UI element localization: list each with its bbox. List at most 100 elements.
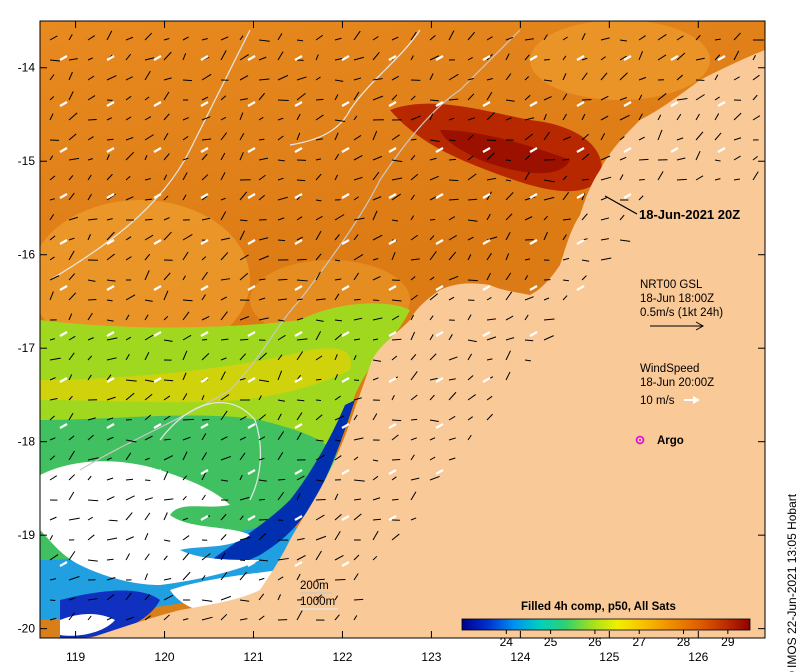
current-arrow [68,133,77,141]
current-arrow [619,214,625,221]
current-arrow [296,179,306,182]
current-arrow [182,372,187,381]
wind-arrow [59,193,68,199]
current-arrow [391,394,395,401]
current-arrow [296,412,303,421]
current-arrow [220,371,226,381]
current-arrow [258,352,268,361]
current-arrow [467,31,476,41]
lon-tick-label: 124 [510,650,530,664]
sst-patch [530,21,710,100]
current-arrow [239,536,251,541]
current-arrow [144,414,152,421]
current-arrow [220,278,231,281]
current-arrow [315,331,322,341]
current-arrow [220,410,228,421]
wind-title: WindSpeed [640,363,699,375]
current-arrow [277,557,289,561]
current-arrow [334,555,344,561]
current-arrow [733,112,742,121]
current-arrow [334,153,340,161]
current-arrow [334,354,338,361]
current-arrow [619,55,627,61]
current-arrow [49,175,56,181]
current-arrow [391,177,403,181]
current-arrow [49,397,58,401]
current-arrow [106,477,114,481]
current-arrow [87,499,99,502]
current-arrow [125,236,132,241]
land-kimberley [90,50,765,638]
current-arrow [239,219,248,222]
current-arrow [429,394,435,401]
current-arrow [353,317,363,321]
wind-arrow [717,147,726,153]
wind-arrow [435,239,444,245]
current-arrow [353,30,361,41]
current-arrow [296,492,301,501]
current-arrow [277,117,284,121]
current-arrow [353,479,365,482]
current-arrow [258,194,265,201]
current-arrow [695,94,705,101]
current-arrow [334,395,341,401]
gsl-time: 18-Jun 18:00Z [640,293,714,305]
current-arrow [391,419,402,422]
current-arrow [486,336,497,341]
current-arrow [277,354,283,361]
current-arrow [334,234,340,241]
current-arrow [448,158,457,161]
current-arrow [752,155,758,161]
current-arrow [182,350,188,361]
current-arrow [505,232,511,241]
wind-arrow [59,423,68,429]
current-arrow [163,38,170,41]
wind-arrow [59,101,68,107]
current-arrow [733,76,740,81]
current-arrow [467,93,475,101]
current-arrow [220,296,228,301]
current-arrow [353,298,361,301]
current-arrow [296,374,301,381]
wind-arrow [106,331,115,337]
current-arrow [562,136,572,141]
current-arrow [315,378,322,381]
current-arrow [68,157,80,161]
current-arrow [182,135,189,141]
wind-arrow [153,423,162,429]
wind-arrow [388,285,397,291]
current-arrow [429,175,439,181]
current-arrow [87,158,93,161]
current-arrow [49,96,55,101]
current-arrow [68,71,73,81]
wind-arrow [294,331,303,337]
current-arrow [486,297,492,301]
isobath-1000m [289,29,421,146]
current-arrow [296,236,303,241]
wind-arrow [341,331,350,337]
wind-arrow [388,101,397,107]
current-arrow [296,93,306,101]
current-arrow [410,115,421,121]
current-arrow [657,129,663,141]
gsl-scale-arrow-icon [650,321,705,331]
current-arrow [239,35,244,41]
wind-arrow [388,515,397,521]
current-arrow [49,275,60,281]
current-arrow [505,117,512,121]
current-arrow [486,358,493,361]
current-arrow [429,293,439,301]
current-arrow [543,58,550,61]
current-arrow [562,55,567,61]
wind-arrow [153,469,162,475]
wind-arrow [388,469,397,475]
current-arrow [486,395,493,401]
current-arrow [353,217,365,221]
current-arrow [353,554,360,561]
current-arrow [87,95,96,101]
current-arrow [334,614,340,621]
current-arrow [163,339,173,342]
lat-tick-label: -16 [18,248,36,262]
current-arrow [372,338,379,341]
current-arrow [638,195,644,201]
